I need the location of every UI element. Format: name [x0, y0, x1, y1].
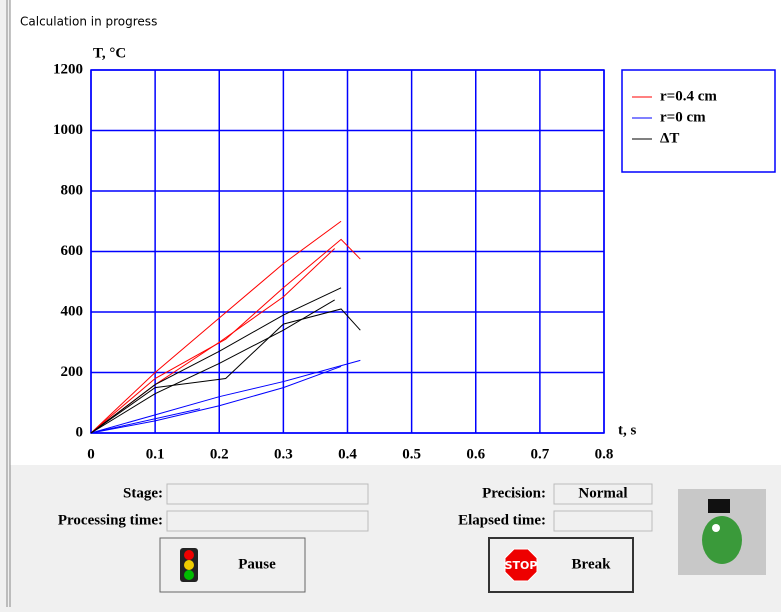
label: Processing time:: [58, 512, 163, 528]
label: Stage:: [123, 485, 163, 501]
field: [167, 484, 368, 504]
x-axis-label: t, s: [618, 422, 636, 438]
x-tick-label: 0.2: [210, 446, 229, 462]
mascot-icon: [678, 489, 766, 575]
legend-label: r=0 cm: [660, 109, 706, 125]
x-tick-label: 0.7: [531, 446, 550, 462]
y-tick-label: 400: [61, 303, 84, 319]
icon-part: [184, 550, 194, 560]
field-value: Normal: [578, 485, 627, 501]
y-tick-label: 600: [61, 243, 84, 259]
x-tick-label: 0.8: [595, 446, 614, 462]
icon-part: [184, 570, 194, 580]
x-tick-label: 0: [87, 446, 95, 462]
legend: r=0.4 cm r=0 cm ΔT: [622, 70, 775, 172]
y-tick-label: 1200: [53, 61, 83, 77]
label: Precision:: [482, 485, 546, 501]
icon-part: [712, 524, 720, 532]
y-tick-label: 1000: [53, 122, 83, 138]
stop-text: STOP: [505, 559, 538, 572]
x-tick-label: 0.4: [338, 446, 357, 462]
window-title: Calculation in progress: [20, 15, 157, 29]
page: Calculation in progress 0 0.1 0.2 0.3 0.4 0.5…: [0, 0, 781, 607]
label: Elapsed time:: [458, 512, 546, 528]
field: [167, 511, 368, 531]
y-tick-label: 800: [61, 182, 84, 198]
x-tick-label: 0.3: [274, 446, 293, 462]
y-tick-label: 200: [61, 364, 84, 380]
icon-part: [702, 516, 742, 564]
x-tick-label: 0.6: [466, 446, 485, 462]
pause-button[interactable]: Pause: [160, 538, 305, 592]
button-label: Pause: [238, 556, 276, 572]
legend-label: r=0.4 cm: [660, 88, 717, 104]
legend-label: ΔT: [660, 130, 679, 146]
x-tick-label: 0.5: [402, 446, 421, 462]
break-button[interactable]: STOP Break: [489, 538, 633, 592]
field: [554, 511, 652, 531]
icon-part: [184, 560, 194, 570]
y-tick-label: 0: [76, 424, 84, 440]
x-tick-label: 0.1: [146, 446, 165, 462]
button-label: Break: [572, 556, 612, 572]
window: Calculation in progress 0 0.1 0.2 0.3 0.4 0.5…: [0, 0, 781, 607]
icon-part: [708, 499, 730, 513]
y-axis-label: T, °C: [93, 45, 126, 61]
